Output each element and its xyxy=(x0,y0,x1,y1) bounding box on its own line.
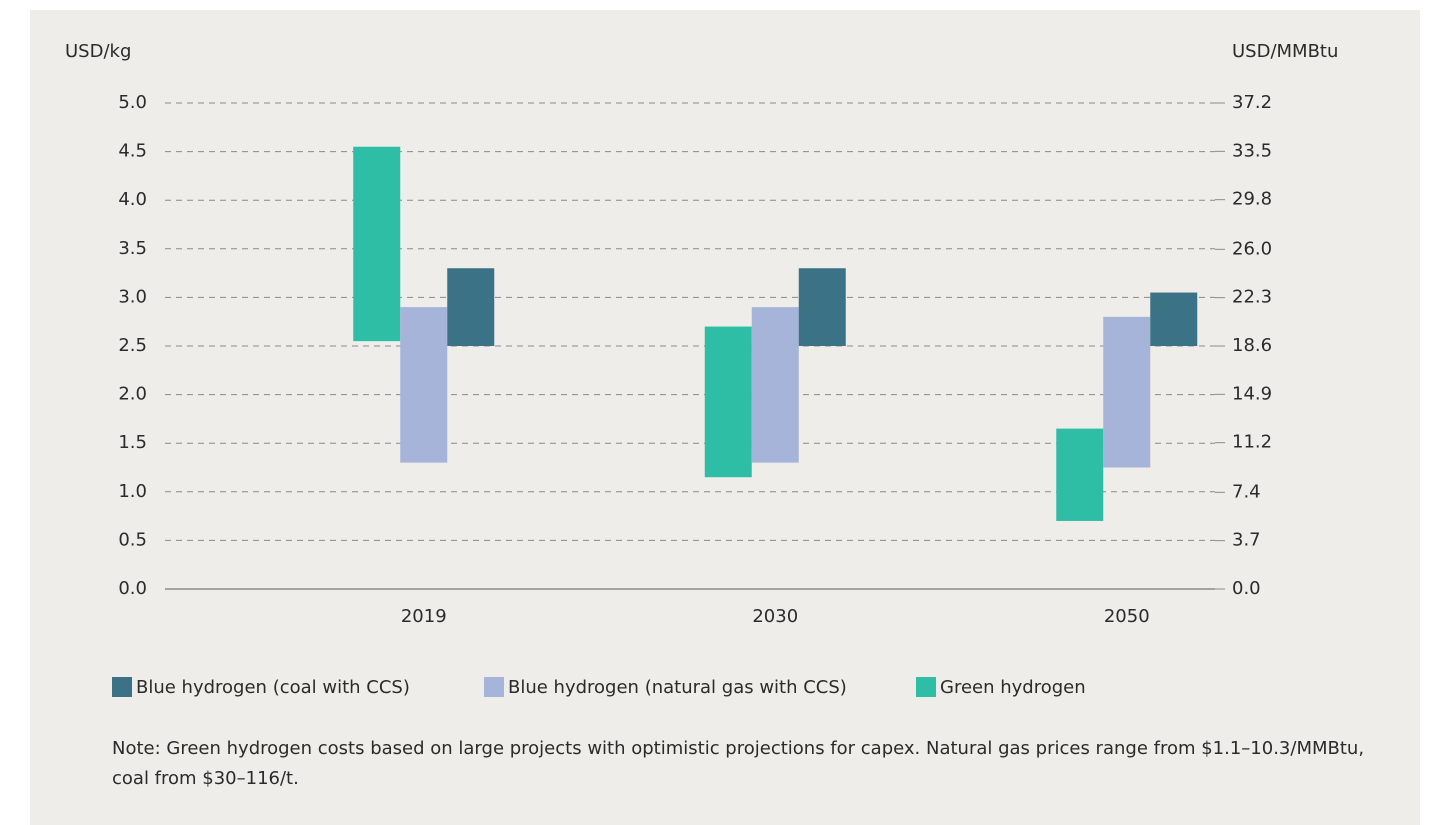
range-bar xyxy=(798,268,846,346)
y2-tick-label: 0.0 xyxy=(1232,578,1261,599)
legend-swatch xyxy=(484,677,504,697)
y-tick-label: 2.0 xyxy=(118,384,147,405)
y2-tick-label: 18.6 xyxy=(1232,335,1272,356)
range-bar xyxy=(1056,428,1104,521)
range-bar xyxy=(447,268,495,346)
y2-tick-label: 11.2 xyxy=(1232,432,1272,453)
y2-tick-label: 26.0 xyxy=(1232,238,1272,259)
legend-label: Blue hydrogen (natural gas with CCS) xyxy=(508,677,847,698)
y2-axis-label: USD/MMBtu xyxy=(1232,41,1338,62)
y-tick-label: 0.0 xyxy=(118,578,147,599)
x-tick-label: 2030 xyxy=(752,606,798,627)
y2-tick-label: 3.7 xyxy=(1232,530,1261,551)
note: Note: Green hydrogen costs based on larg… xyxy=(112,738,1365,789)
y-axis-label: USD/kg xyxy=(65,41,131,62)
range-bar xyxy=(353,146,401,342)
range-bar xyxy=(1150,292,1198,346)
range-bar xyxy=(751,307,799,463)
y-tick-label: 5.0 xyxy=(118,92,147,113)
x-tick-label: 2019 xyxy=(401,606,447,627)
y2-tick-label: 14.9 xyxy=(1232,383,1272,404)
y2-tick-label: 29.8 xyxy=(1232,189,1272,210)
legend-swatch xyxy=(112,677,132,697)
y-tick-label: 3.5 xyxy=(118,238,147,259)
range-bar xyxy=(400,307,448,463)
x-tick-label: 2050 xyxy=(1104,606,1150,627)
y2-tick-label: 33.5 xyxy=(1232,140,1272,161)
y-tick-label: 3.0 xyxy=(118,286,147,307)
y2-tick-label: 37.2 xyxy=(1232,92,1272,113)
legend-swatch xyxy=(916,677,936,697)
y-tick-label: 4.0 xyxy=(118,189,147,210)
legend-label: Blue hydrogen (coal with CCS) xyxy=(136,677,410,698)
y-tick-label: 4.5 xyxy=(118,141,147,162)
range-bar xyxy=(1103,316,1151,468)
y-tick-label: 1.0 xyxy=(118,481,147,502)
y2-tick-label: 7.4 xyxy=(1232,481,1261,502)
y-tick-label: 2.5 xyxy=(118,335,147,356)
y2-tick-label: 22.3 xyxy=(1232,287,1272,308)
y-tick-label: 1.5 xyxy=(118,432,147,453)
range-bar xyxy=(704,326,752,478)
legend-label: Green hydrogen xyxy=(940,677,1086,698)
y-tick-label: 0.5 xyxy=(118,529,147,550)
